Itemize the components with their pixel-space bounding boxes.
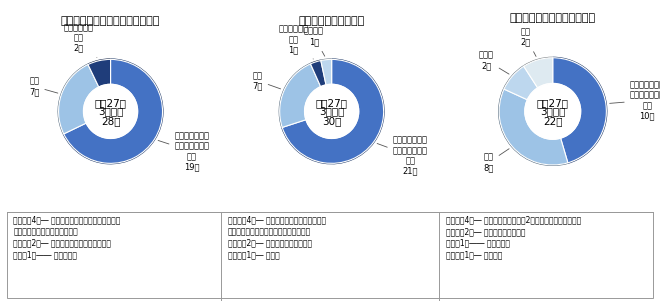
Wedge shape [499, 89, 568, 165]
Text: 3月卒業: 3月卒業 [98, 106, 123, 116]
Wedge shape [552, 57, 607, 164]
Wedge shape [503, 65, 539, 101]
Wedge shape [504, 66, 538, 100]
Text: 就職
7名: 就職 7名 [252, 71, 280, 90]
Text: 平成27年: 平成27年 [537, 98, 569, 108]
Text: 専門学校
1名: 専門学校 1名 [304, 27, 325, 56]
Text: 平成27年: 平成27年 [94, 98, 127, 109]
Text: 食品系（4）― アスザックフーズ（2），東洋水産，日穀製粉
製造系（2）― 百栄化学工業，松山
教員（1）―― 富山県教員
その他（1）― モリノス: 食品系（4）― アスザックフーズ（2），東洋水産，日穀製粉 製造系（2）― 百栄… [446, 215, 581, 260]
Title: 』生物機能科学課程』: 』生物機能科学課程』 [298, 16, 365, 26]
Wedge shape [524, 58, 553, 88]
Title: 』生物資源・環境科学課程』: 』生物資源・環境科学課程』 [510, 14, 596, 23]
Wedge shape [282, 59, 383, 163]
Wedge shape [63, 58, 164, 164]
Wedge shape [88, 58, 111, 89]
Text: 研究生
2名: 研究生 2名 [479, 51, 509, 74]
Text: 就職
8名: 就職 8名 [484, 149, 509, 172]
Wedge shape [552, 58, 607, 163]
Wedge shape [57, 64, 100, 134]
Circle shape [305, 84, 358, 138]
Text: 他大学大学院
進学
2名: 他大学大学院 進学 2名 [64, 23, 97, 57]
Circle shape [84, 84, 137, 138]
Wedge shape [310, 61, 326, 87]
Text: 3月卒業: 3月卒業 [540, 106, 566, 116]
Text: 22名: 22名 [543, 116, 562, 126]
Text: 平成27年: 平成27年 [315, 98, 348, 109]
Wedge shape [280, 64, 321, 127]
Wedge shape [310, 60, 327, 88]
Text: 3月卒業: 3月卒業 [319, 106, 345, 116]
Wedge shape [88, 59, 111, 87]
Wedge shape [281, 58, 385, 164]
Text: 信州大学大学院
理工学系研究科
進学
19名: 信州大学大学院 理工学系研究科 進学 19名 [158, 131, 209, 172]
Circle shape [525, 83, 581, 139]
Text: 信州大学大学院
理工学系研究科
進学
10名: 信州大学大学院 理工学系研究科 進学 10名 [610, 80, 660, 120]
Text: 30名: 30名 [322, 116, 341, 126]
Text: 未定
2名: 未定 2名 [521, 27, 536, 56]
Wedge shape [64, 59, 162, 163]
Wedge shape [59, 64, 99, 134]
Text: 他大学大学院
進学
1名: 他大学大学院 進学 1名 [279, 25, 314, 59]
Wedge shape [523, 57, 553, 90]
Text: 28名: 28名 [101, 116, 120, 126]
Text: 信州大学大学院
理工学系研究科
進学
21名: 信州大学大学院 理工学系研究科 進学 21名 [377, 135, 428, 176]
Wedge shape [321, 59, 332, 85]
Title: 』バイオエンジニアリング課程』: 』バイオエンジニアリング課程』 [61, 16, 160, 26]
Wedge shape [321, 58, 332, 87]
Wedge shape [279, 63, 321, 128]
Wedge shape [498, 89, 568, 166]
Text: 製造系（4）― 三菱，トヨタデジタルクルーズ，
　　　　富士岐工業，ヤマモト
情報系（2）― マクロミル，マリモ電子工業
教員（1）―― 長野県教員: 製造系（4）― 三菱，トヨタデジタルクルーズ， 富士岐工業，ヤマモト 情報系（2… [13, 215, 121, 260]
Text: 食品系（4）― アスザック，アンデルセン，
　　　　ウェルファムフーズ，信越明星
製造系（2）― タチエス，長野沖電気
その他（1）― つちや: 食品系（4）― アスザック，アンデルセン， ウェルファムフーズ，信越明星 製造系… [228, 215, 326, 260]
Text: 就職
7名: 就職 7名 [29, 77, 58, 96]
